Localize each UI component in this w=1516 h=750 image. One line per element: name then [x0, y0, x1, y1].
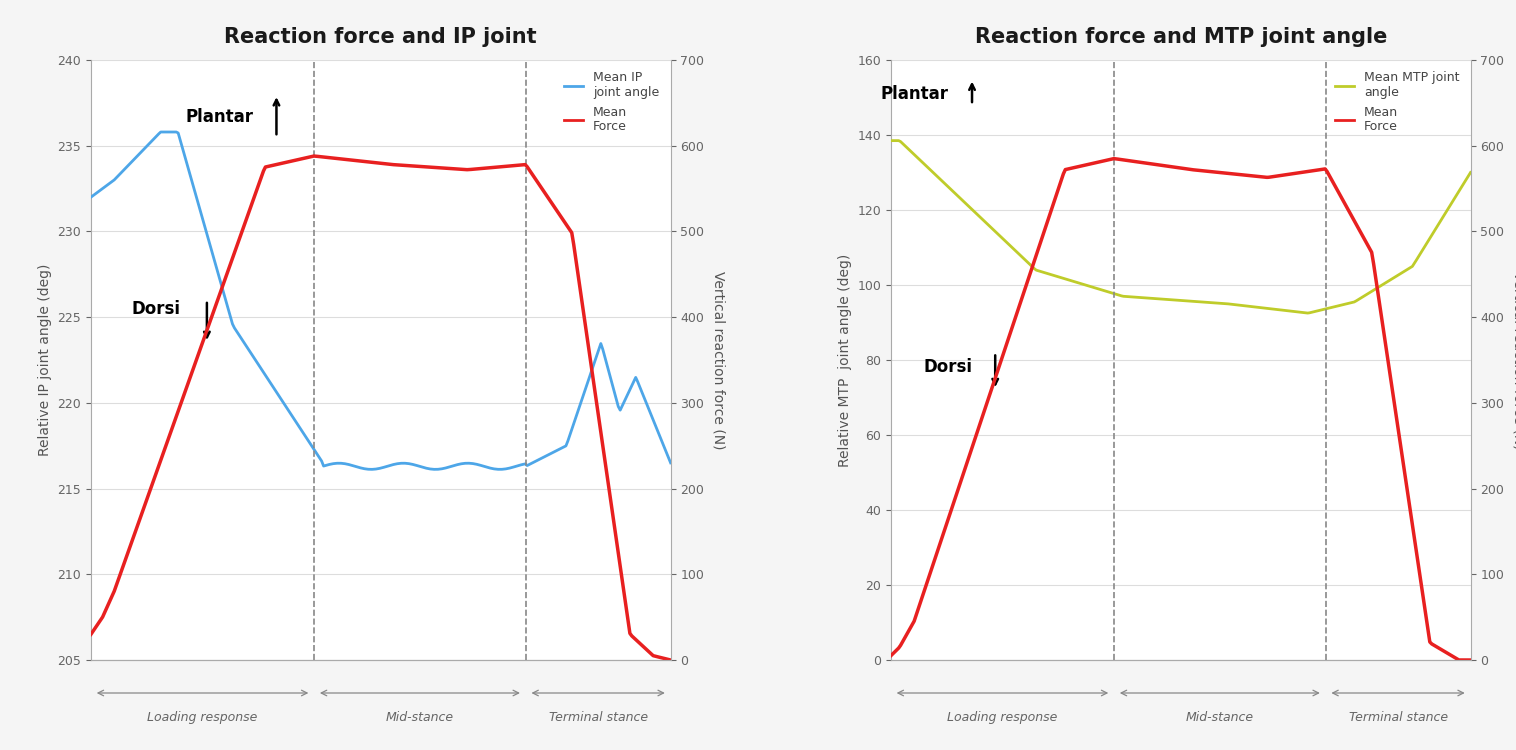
Y-axis label: Relative MTP  joint angle (deg): Relative MTP joint angle (deg) [838, 254, 852, 466]
Y-axis label: Vertical reaction force (N): Vertical reaction force (N) [1511, 271, 1516, 449]
Title: Reaction force and MTP joint angle: Reaction force and MTP joint angle [975, 27, 1387, 47]
Legend: Mean IP
joint angle, Mean
Force: Mean IP joint angle, Mean Force [559, 66, 664, 139]
Y-axis label: Vertical reaction force (N): Vertical reaction force (N) [711, 271, 725, 449]
Text: Dorsi: Dorsi [132, 299, 180, 317]
Text: Dorsi: Dorsi [923, 358, 972, 376]
Text: Terminal stance: Terminal stance [549, 711, 647, 724]
Text: Mid-stance: Mid-stance [387, 711, 453, 724]
Legend: Mean MTP joint
angle, Mean
Force: Mean MTP joint angle, Mean Force [1330, 66, 1464, 139]
Y-axis label: Relative IP joint angle (deg): Relative IP joint angle (deg) [38, 264, 52, 456]
Text: Loading response: Loading response [948, 711, 1058, 724]
Text: Terminal stance: Terminal stance [1349, 711, 1448, 724]
Text: Plantar: Plantar [185, 107, 253, 125]
Text: Plantar: Plantar [881, 85, 949, 103]
Title: Reaction force and IP joint: Reaction force and IP joint [224, 27, 537, 47]
Text: Loading response: Loading response [147, 711, 258, 724]
Text: Mid-stance: Mid-stance [1186, 711, 1254, 724]
